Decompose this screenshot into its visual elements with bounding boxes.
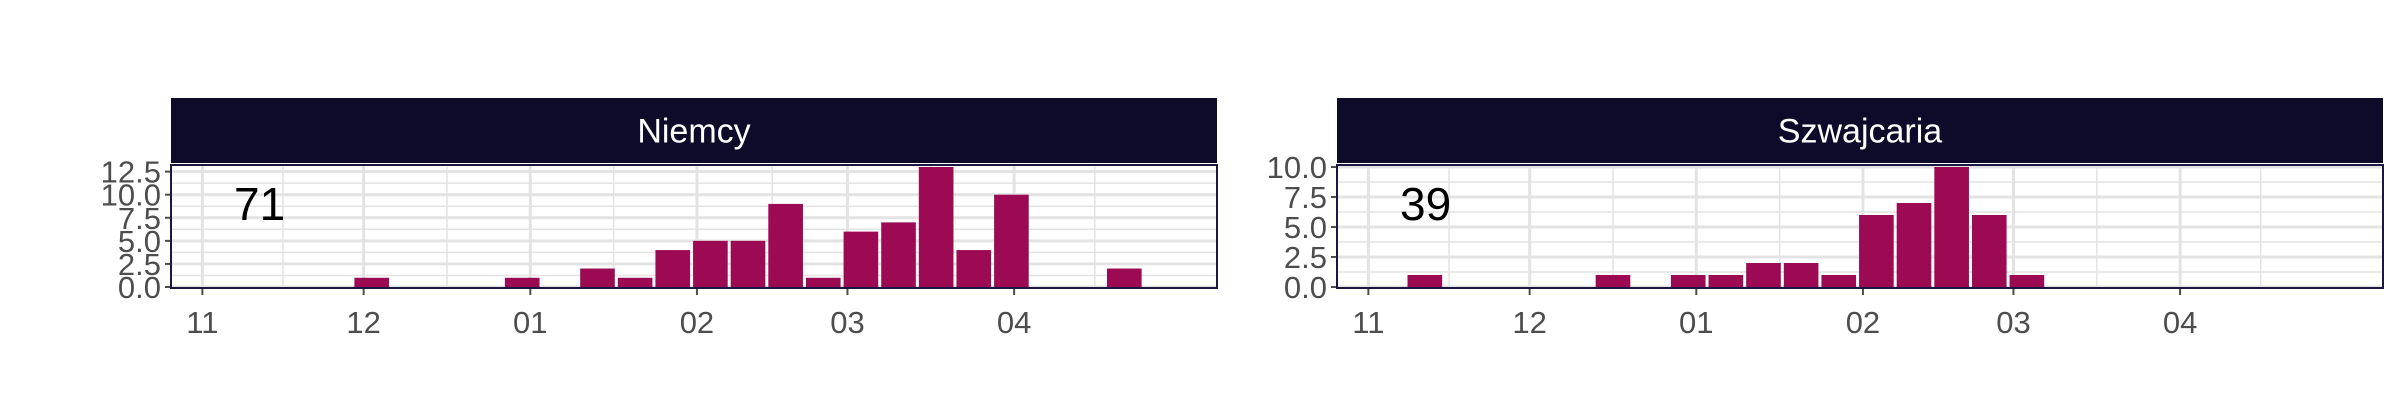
bar — [693, 240, 728, 287]
bar — [1407, 275, 1443, 287]
bar — [617, 277, 653, 287]
bar — [1746, 263, 1781, 287]
bar — [768, 203, 803, 287]
bar — [655, 250, 691, 287]
bar — [1783, 263, 1819, 287]
y-tick-label: 5.0 — [1284, 210, 1327, 245]
bar — [580, 268, 615, 287]
panel-border — [170, 164, 1218, 289]
bar — [730, 240, 766, 287]
facet-title: Niemcy — [637, 113, 750, 151]
y-tick-label: 12.5 — [101, 155, 161, 190]
y-tick-label: 7.5 — [1284, 180, 1327, 215]
x-tick-label: 02 — [680, 305, 714, 340]
facet-panel-niemcy: Niemcy 0.02.55.07.510.012.5 11 12 01 02 03 04 71 — [101, 98, 1218, 340]
bar — [1595, 275, 1631, 287]
y-tick-label: 10.0 — [1267, 150, 1327, 185]
y-tick-label: 0.0 — [1284, 270, 1327, 305]
y-tick-label: 5.0 — [118, 224, 161, 259]
x-tick-label: 02 — [1846, 305, 1880, 340]
bar — [881, 222, 916, 287]
y-tick-label: 2.5 — [118, 247, 161, 282]
total-count-label: 71 — [234, 178, 285, 230]
bar — [1106, 268, 1142, 287]
facet-strip — [171, 98, 1217, 163]
x-tick-label: 11 — [186, 305, 218, 340]
bar — [2009, 275, 2045, 287]
x-tick-label: 01 — [513, 305, 547, 340]
bar — [843, 231, 879, 287]
bar — [805, 277, 841, 287]
facet-strip — [1337, 98, 2383, 163]
x-tick-label: 01 — [1679, 305, 1713, 340]
x-tick-label: 04 — [2163, 305, 2197, 340]
x-tick-label: 04 — [997, 305, 1031, 340]
bar — [956, 250, 992, 287]
y-tick-label: 7.5 — [118, 201, 161, 236]
bar — [1896, 203, 1932, 287]
bar — [1859, 215, 1894, 287]
bar — [1934, 167, 1969, 287]
x-tick-label: 03 — [1996, 305, 2030, 340]
bar — [1821, 275, 1857, 287]
bar — [1670, 275, 1706, 287]
y-tick-label: 10.0 — [101, 178, 161, 213]
bar — [1971, 215, 2007, 287]
facet-title: Szwajcaria — [1778, 113, 1942, 151]
x-tick-label: 12 — [1512, 305, 1546, 340]
x-tick-label: 11 — [1352, 305, 1384, 340]
bar — [918, 167, 954, 287]
total-count-label: 39 — [1400, 178, 1451, 230]
bar — [504, 277, 540, 287]
y-tick-label: 2.5 — [1284, 240, 1327, 275]
bar — [354, 277, 390, 287]
y-tick-label: 0.0 — [118, 270, 161, 305]
panel-border — [1336, 164, 2384, 289]
x-tick-label: 12 — [346, 305, 380, 340]
facet-panel-szwajcaria: Szwajcaria 0.02.55.07.510.0 11 12 01 02 03 04 39 — [1267, 98, 2384, 340]
bar — [1708, 275, 1744, 287]
bar — [994, 194, 1029, 287]
x-tick-label: 03 — [830, 305, 864, 340]
